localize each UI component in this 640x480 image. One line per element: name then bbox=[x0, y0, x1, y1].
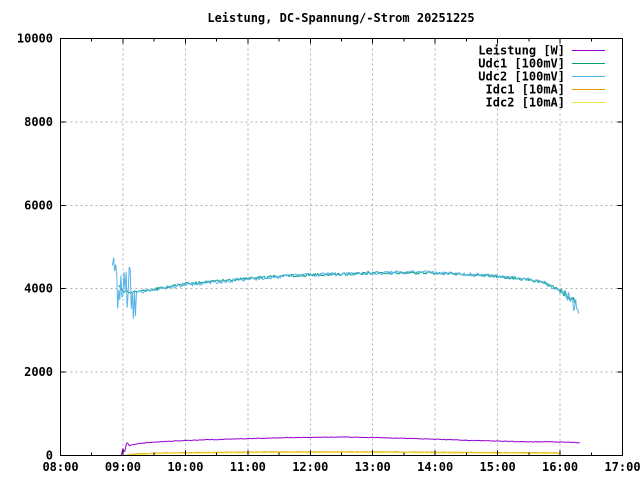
y-axis-label-4000: 4000 bbox=[24, 282, 53, 296]
x-axis-label-08-00: 08:00 bbox=[42, 460, 78, 474]
legend-label-idc1-10ma: Idc1 [10mA] bbox=[486, 83, 565, 97]
legend-item-udc2-100mv: Udc2 [100mV] bbox=[478, 70, 605, 84]
legend-label-udc1-100mv: Udc1 [100mV] bbox=[478, 57, 565, 71]
y-axis-label-0: 0 bbox=[46, 449, 53, 463]
series-line-idc1-10ma bbox=[126, 451, 561, 456]
series-line-idc2-10ma bbox=[126, 451, 561, 456]
chart-title: Leistung, DC-Spannung/-Strom 20251225 bbox=[207, 11, 474, 25]
x-axis-label-16-00: 16:00 bbox=[542, 460, 578, 474]
series-line-udc2-100mv bbox=[112, 257, 580, 319]
x-axis-label-17-00: 17:00 bbox=[604, 460, 640, 474]
legend-label-idc2-10ma: Idc2 [10mA] bbox=[486, 96, 565, 110]
x-axis-label-12-00: 12:00 bbox=[292, 460, 328, 474]
y-axis-label-10000: 10000 bbox=[17, 32, 53, 46]
x-axis-label-13-00: 13:00 bbox=[355, 460, 391, 474]
y-axis-label-2000: 2000 bbox=[24, 365, 53, 379]
series-line-udc1-100mv bbox=[118, 271, 577, 304]
grid-lines bbox=[60, 38, 623, 456]
x-axis-label-11-00: 11:00 bbox=[230, 460, 266, 474]
x-axis-label-14-00: 14:00 bbox=[417, 460, 453, 474]
legend-label-udc2-100mv: Udc2 [100mV] bbox=[478, 70, 565, 84]
axis-labels: 08:00 09:00 10:00 11:00 12:00 13:00 14:00 15:00… bbox=[17, 32, 640, 475]
axis-ticks bbox=[60, 38, 623, 456]
legend-label-leistung-w: Leistung [W] bbox=[478, 44, 565, 58]
legend-item-idc2-10ma: Idc2 [10mA] bbox=[486, 96, 605, 110]
legend: Leistung [W]Udc1 [100mV]Udc2 [100mV]Idc1… bbox=[478, 44, 605, 110]
y-axis-label-6000: 6000 bbox=[24, 198, 53, 212]
legend-item-leistung-w: Leistung [W] bbox=[478, 44, 605, 58]
y-axis-label-8000: 8000 bbox=[24, 115, 53, 129]
x-axis-label-09-00: 09:00 bbox=[105, 460, 141, 474]
series-line-leistung-w bbox=[120, 436, 580, 456]
legend-item-udc1-100mv: Udc1 [100mV] bbox=[478, 57, 605, 71]
x-axis-label-15-00: 15:00 bbox=[480, 460, 516, 474]
x-axis-label-10-00: 10:00 bbox=[167, 460, 203, 474]
legend-item-idc1-10ma: Idc1 [10mA] bbox=[486, 83, 605, 97]
series-lines bbox=[112, 257, 580, 456]
